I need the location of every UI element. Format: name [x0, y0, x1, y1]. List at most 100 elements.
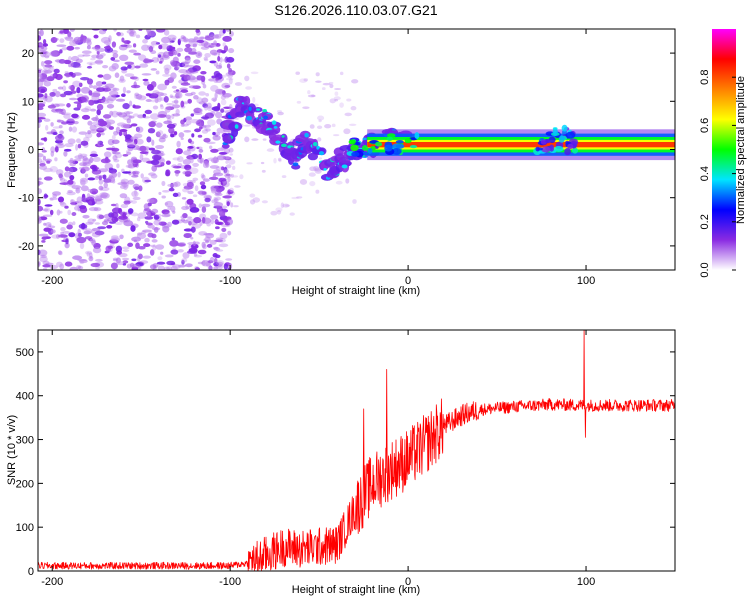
x-tick-label: 0	[405, 275, 411, 287]
heatmap-cell-1416	[261, 169, 266, 173]
heatmap-cell-112	[147, 224, 155, 229]
heatmap-cell-1829	[558, 135, 565, 143]
heatmap-cell-157	[119, 54, 129, 62]
heatmap-cell-1094	[94, 196, 102, 202]
heatmap-cell-1319	[82, 157, 91, 165]
heatmap-cell-1113	[77, 265, 84, 270]
heatmap-cell-531	[118, 78, 126, 83]
heatmap-cell-621	[38, 122, 41, 129]
heatmap-cell-971	[71, 185, 82, 190]
heatmap-cell-828	[108, 174, 113, 180]
heatmap-cell-1434	[223, 93, 230, 99]
heatmap-cell-1312	[65, 72, 70, 78]
heatmap-cell-1240	[74, 155, 85, 160]
heatmap-cell-685	[76, 65, 82, 68]
heatmap-cell-981	[130, 123, 138, 127]
heatmap-cell-1357	[126, 151, 132, 155]
heatmap-cell-705	[76, 86, 81, 94]
heatmap-cell-948	[208, 78, 216, 82]
heatmap-cell-1139	[221, 227, 227, 232]
heatmap-cell-1034	[149, 249, 155, 256]
heatmap-cell-881	[123, 184, 128, 190]
heatmap-cell-1250	[80, 197, 89, 201]
heatmap-cell-762	[188, 51, 198, 55]
heatmap-cell-1321	[193, 217, 202, 224]
heatmap-cell-1388	[41, 147, 46, 153]
heatmap-cell-753	[215, 226, 220, 230]
heatmap-cell-1253	[89, 62, 93, 66]
heatmap-cell-1167	[89, 252, 93, 259]
heatmap-cell-1307	[158, 137, 166, 143]
heatmap-cell-1242	[106, 124, 111, 129]
heatmap-cell-840	[202, 178, 210, 182]
heatmap-cell-1331	[130, 200, 138, 204]
heatmap-cell-887	[67, 209, 72, 216]
heatmap-cell-1455	[244, 75, 250, 82]
heatmap-cell-1323	[142, 116, 151, 119]
heatmap-cell-1821	[561, 124, 568, 132]
heatmap-cell-1807	[384, 144, 393, 152]
heatmap-cell-844	[57, 250, 62, 255]
heatmap-cell-1486	[232, 205, 239, 208]
heatmap-cell-42	[114, 72, 120, 78]
heatmap-cell-1806	[386, 136, 393, 141]
heatmap-cell-770	[148, 121, 156, 128]
heatmap-cell-873	[176, 243, 186, 247]
heatmap-cell-341	[65, 36, 74, 42]
heatmap-cell-658	[57, 234, 68, 238]
heatmap-cell-677	[59, 182, 70, 185]
heatmap-cell-1841	[554, 145, 564, 152]
heatmap-cell-1165	[152, 90, 160, 96]
heatmap-cell-924	[82, 99, 90, 103]
heatmap-cell-1060	[161, 213, 171, 218]
heatmap-cell-1639	[312, 142, 318, 147]
heatmap-cell-1309	[97, 140, 104, 145]
heatmap-cell-555	[192, 162, 199, 167]
heatmap-cell-68	[228, 48, 235, 54]
heatmap-cell-973	[213, 266, 218, 270]
heatmap-cell-149	[138, 246, 146, 250]
colorbar-tick-label: 0.8	[699, 70, 711, 85]
heatmap-cell-1346	[215, 259, 225, 266]
heatmap-cell-459	[217, 49, 221, 57]
heatmap-cell-383	[170, 182, 174, 189]
heatmap-cell-1255	[161, 36, 171, 44]
heatmap-cell-1360	[97, 140, 101, 146]
heatmap-cell-814	[206, 221, 211, 227]
heatmap-cell-1379	[109, 221, 116, 224]
heatmap-cell-507	[53, 68, 60, 74]
heatmap-cell-1288	[205, 232, 215, 239]
heatmap-cell-456	[115, 98, 126, 102]
heatmap-cell-518	[59, 210, 63, 214]
heatmap-cell-719	[44, 207, 51, 213]
heatmap-cell-1154	[148, 93, 159, 99]
heatmap-cell-1362	[212, 131, 216, 136]
heatmap-cell-384	[128, 115, 135, 119]
heatmap-cell-1212	[122, 102, 130, 110]
heatmap-cell-1206	[70, 60, 74, 68]
heatmap-cell-940	[112, 258, 119, 262]
heatmap-cell-1170	[171, 219, 180, 225]
heatmap-cell-761	[93, 34, 99, 39]
heatmap-cell-1210	[94, 200, 104, 205]
heatmap-cell-1251	[111, 139, 120, 145]
heatmap-cell-1332	[42, 64, 52, 71]
heatmap-cell-1303	[149, 99, 158, 103]
heatmap-cell-198	[215, 88, 224, 95]
heatmap-cell-737	[77, 96, 87, 103]
heatmap-cell-71	[210, 218, 215, 225]
heatmap-cell-81	[182, 150, 192, 156]
heatmap-cell-572	[145, 222, 153, 226]
heatmap-cell-395	[49, 197, 54, 202]
heatmap-cell-1129	[197, 190, 205, 195]
heatmap-cell-1057	[172, 37, 176, 41]
heatmap-cell-1043	[215, 222, 223, 225]
heatmap-cell-515	[198, 42, 205, 47]
heatmap-cell-1342	[198, 153, 203, 160]
heatmap-cell-1799	[386, 133, 396, 138]
heatmap-cell-191	[105, 83, 115, 89]
x-tick-label: 100	[577, 576, 595, 588]
heatmap-cell-1457	[229, 153, 233, 156]
heatmap-cell-209	[171, 164, 178, 168]
heatmap-cell-1157	[200, 122, 205, 128]
